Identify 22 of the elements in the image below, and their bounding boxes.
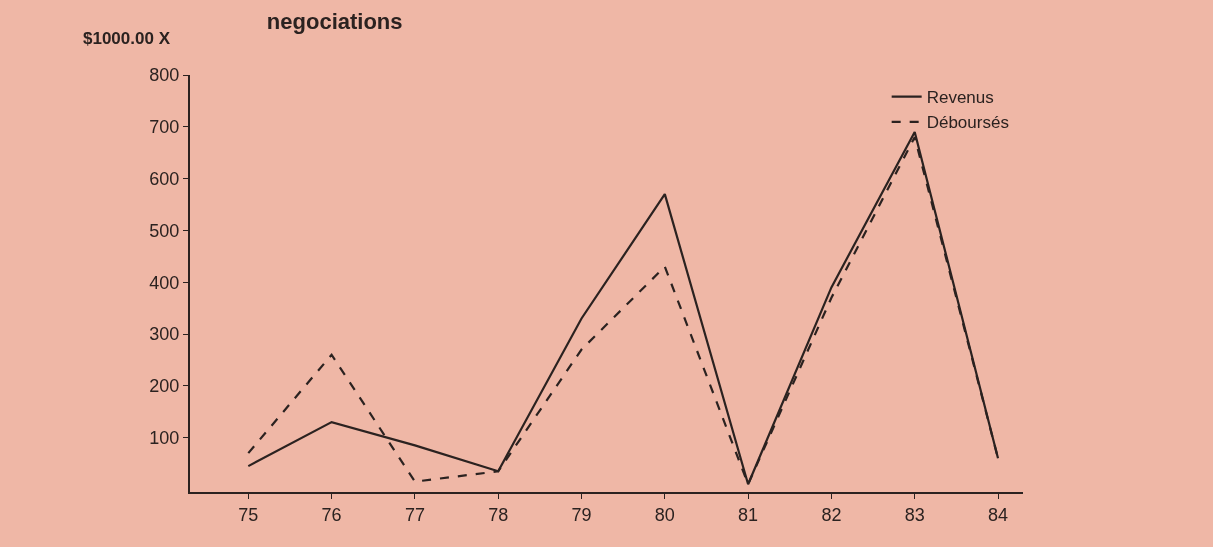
y-tick-label: 700: [149, 117, 180, 138]
y-tick-label: 800: [149, 65, 180, 86]
chart-title: negociations: [266, 9, 403, 35]
y-tick-label: 100: [149, 427, 180, 448]
x-tick-label: 75: [238, 504, 259, 525]
y-axis-title: $1000.00 X: [83, 29, 171, 48]
y-tick-label: 400: [149, 272, 180, 293]
x-tick-label: 76: [321, 504, 342, 525]
y-tick-label: 600: [149, 168, 180, 189]
y-tick-label: 300: [149, 324, 180, 345]
legend-label: Déboursés: [926, 113, 1009, 133]
x-tick-label: 79: [571, 504, 592, 525]
x-tick-label: 80: [654, 504, 675, 525]
x-tick-label: 78: [488, 504, 509, 525]
legend-label: Revenus: [926, 88, 994, 108]
x-tick-label: 83: [904, 504, 925, 525]
x-tick-label: 77: [404, 504, 425, 525]
x-tick-label: 84: [987, 504, 1009, 525]
y-tick-label: 500: [149, 220, 180, 241]
x-tick-label: 81: [738, 504, 759, 525]
y-tick-label: 200: [149, 376, 180, 397]
x-tick-label: 82: [821, 504, 842, 525]
